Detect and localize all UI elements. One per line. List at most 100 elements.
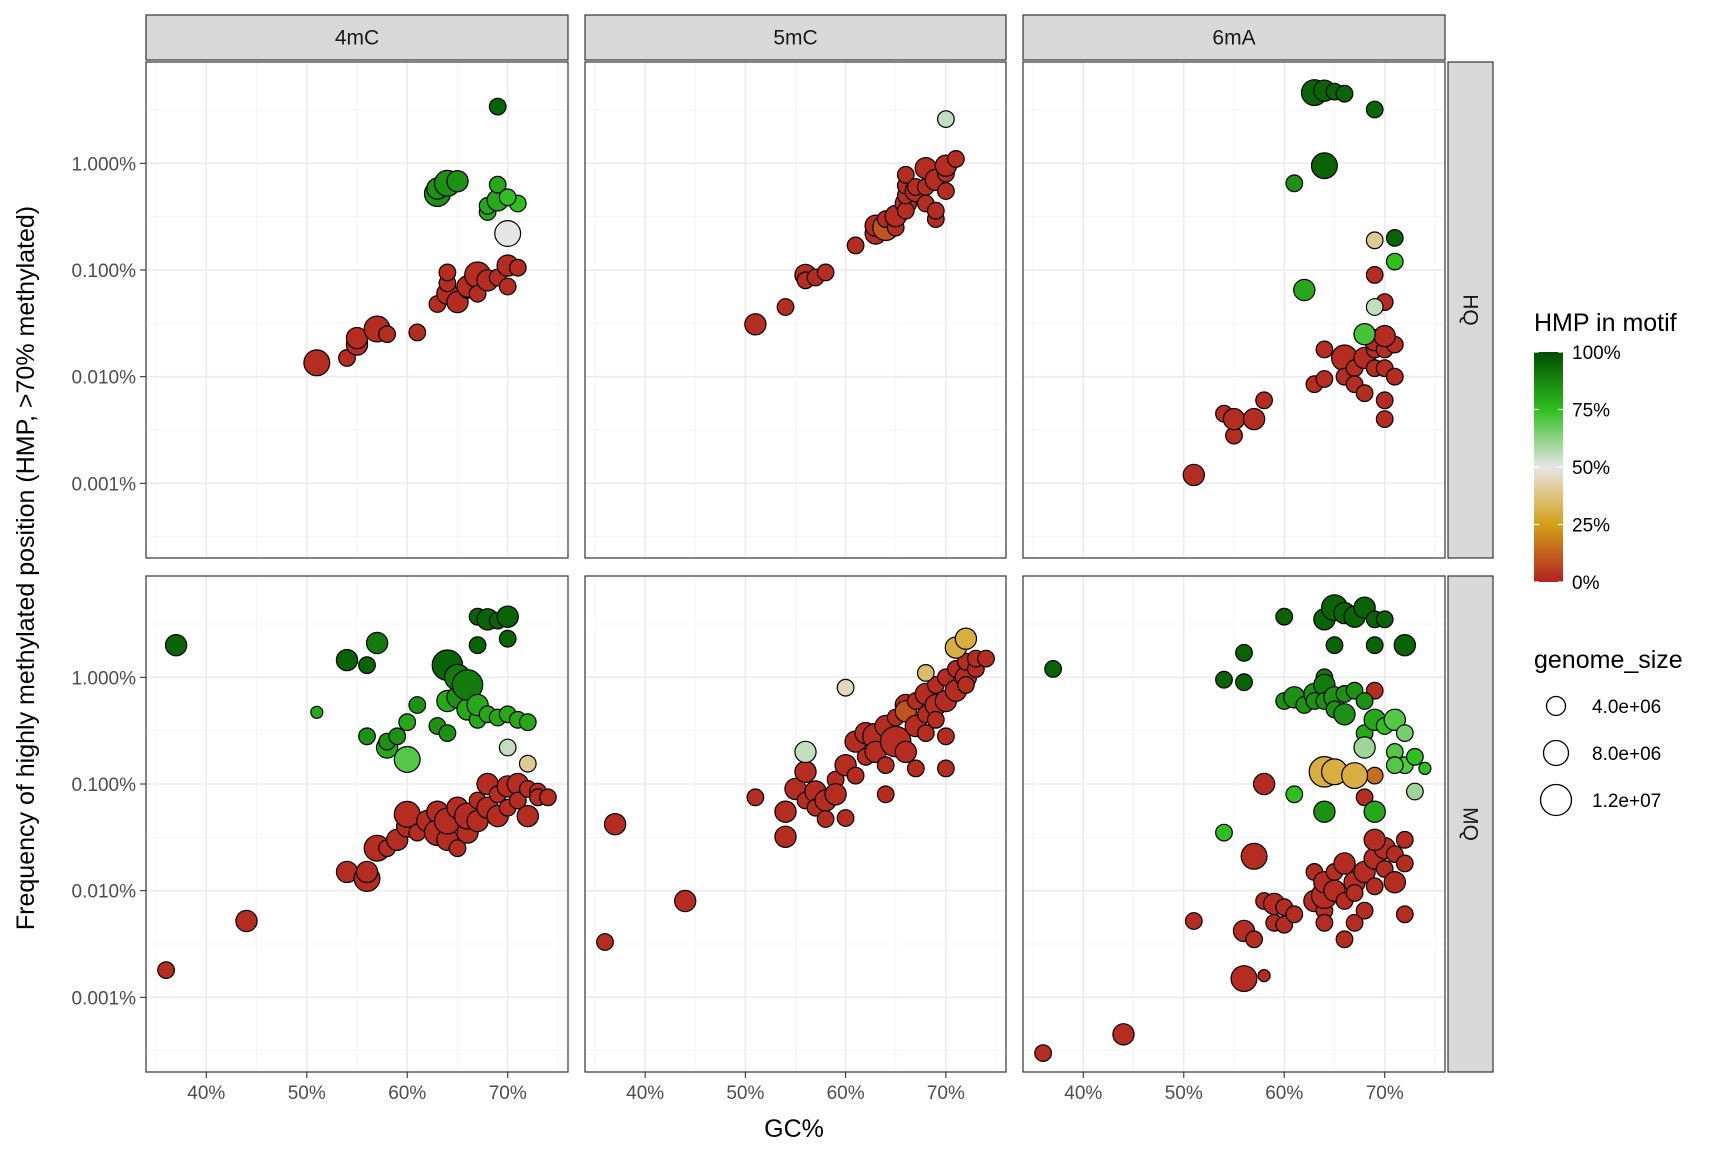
data-point [1365, 231, 1384, 250]
data-point [1285, 174, 1304, 193]
points [303, 97, 527, 377]
data-point [1355, 788, 1374, 807]
data-point [1405, 747, 1424, 766]
data-point [926, 201, 945, 220]
panel-6mA-HQ [1022, 61, 1446, 559]
size-legend-key [1539, 783, 1573, 817]
size-legend-key [1545, 695, 1567, 717]
data-point [957, 676, 975, 694]
data-point [488, 97, 507, 116]
y-tick-label: 0.100% [72, 775, 137, 796]
data-point [494, 220, 522, 248]
data-point [1293, 278, 1316, 302]
data-point [1315, 340, 1334, 359]
data-point [937, 110, 955, 128]
data-point [1353, 323, 1376, 346]
data-point [1235, 643, 1253, 662]
y-tick-label: 0.010% [72, 368, 137, 389]
data-point [498, 188, 517, 207]
data-point [816, 810, 835, 828]
strip-label: 6mA [1212, 27, 1255, 50]
data-point [1355, 901, 1374, 920]
data-point [674, 889, 697, 913]
color-legend-label: 0% [1572, 573, 1600, 594]
data-point [1363, 828, 1386, 852]
x-tick-label: 50% [288, 1083, 326, 1104]
data-point [1215, 670, 1233, 689]
data-point [1395, 854, 1414, 873]
data-point [1385, 252, 1404, 271]
data-point [1375, 610, 1394, 629]
data-point [1345, 913, 1364, 932]
data-point [776, 298, 795, 316]
data-point [1365, 766, 1384, 785]
data-point [1365, 636, 1384, 655]
data-point [774, 800, 797, 823]
data-point [1353, 736, 1376, 759]
data-point [1285, 905, 1304, 924]
facet-strips: 4mC 5mC 6mA HQ MQ [145, 14, 1494, 1073]
x-tick-label: 70% [927, 1083, 965, 1104]
y-tick-label: 1.000% [72, 154, 137, 175]
size-legend-label: 1.2e+07 [1592, 791, 1661, 812]
size-legend-label: 4.0e+06 [1592, 697, 1661, 718]
panel-border [584, 575, 1007, 1073]
y-tick-label: 0.001% [72, 474, 137, 495]
data-point [947, 149, 965, 168]
data-point [896, 201, 915, 220]
data-point [1385, 367, 1404, 386]
color-legend-title: HMP in motif [1534, 309, 1677, 337]
strip-label: HQ [1459, 294, 1482, 326]
x-tick-label: 50% [726, 1083, 764, 1104]
data-point [1315, 370, 1334, 388]
data-point [516, 804, 540, 828]
data-point [518, 754, 537, 773]
points [1182, 79, 1404, 487]
strip-MQ: MQ [1447, 575, 1494, 1073]
data-point [1275, 607, 1294, 626]
size-legend-title: genome_size [1534, 646, 1683, 674]
strip-5mC: 5mC [584, 14, 1007, 61]
strip-4mC: 4mC [145, 14, 569, 61]
y-axis-title: Frequency of highly methylated position … [12, 206, 40, 930]
data-point [1333, 703, 1356, 726]
panel-border [1022, 61, 1446, 559]
color-legend-label: 100% [1572, 343, 1621, 364]
data-point [446, 169, 469, 193]
data-point [1182, 463, 1206, 487]
color-legend-label: 50% [1572, 458, 1610, 479]
strip-background [145, 14, 569, 61]
data-point [539, 788, 557, 807]
data-point [303, 349, 331, 377]
data-point [358, 656, 376, 675]
x-axis-title: GC% [764, 1115, 824, 1143]
data-point [906, 759, 925, 778]
data-point [1235, 673, 1253, 692]
data-point [1365, 877, 1384, 896]
strip-6mA: 6mA [1022, 14, 1446, 61]
data-point [496, 605, 519, 628]
strip-label: 4mC [335, 27, 379, 50]
strip-background [584, 14, 1007, 61]
data-point [1395, 905, 1414, 924]
size-legend-label: 8.0e+06 [1592, 744, 1661, 765]
panel-5mC-MQ [584, 575, 1007, 1073]
data-point [836, 809, 855, 827]
data-point [1341, 762, 1369, 790]
data-point [1383, 871, 1407, 894]
data-point [508, 791, 527, 810]
data-point [876, 756, 895, 775]
data-point [438, 724, 457, 742]
y-tick-label: 0.010% [72, 882, 137, 903]
x-tick-label: 70% [1366, 1083, 1404, 1104]
panel-4mC-MQ [145, 575, 569, 1073]
data-point [816, 263, 835, 282]
points [596, 627, 995, 951]
data-point [596, 933, 614, 951]
data-point [1405, 782, 1424, 801]
data-point [408, 696, 427, 714]
data-point [916, 664, 935, 682]
strip-background [1447, 61, 1494, 559]
points [744, 110, 965, 336]
